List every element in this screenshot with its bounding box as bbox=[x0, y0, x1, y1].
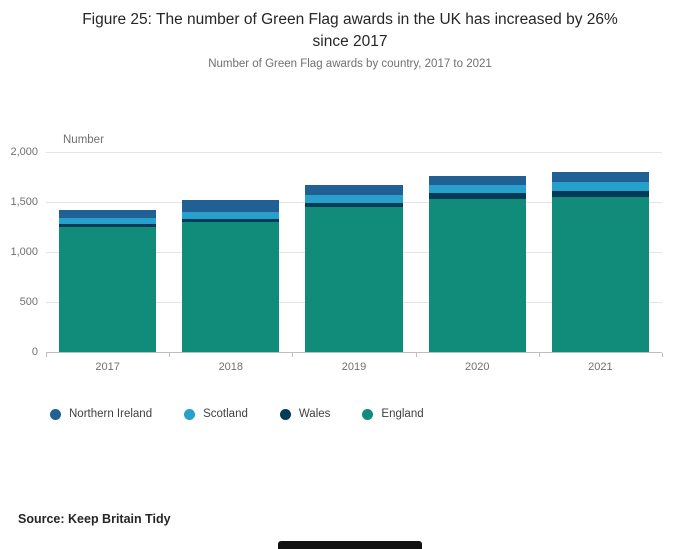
axis-tick bbox=[292, 353, 294, 357]
chart-title: Figure 25: The number of Green Flag awar… bbox=[82, 11, 618, 50]
home-indicator-bar bbox=[278, 541, 422, 549]
axis-tick bbox=[169, 353, 171, 357]
y-tick-label: 1,000 bbox=[10, 246, 38, 258]
bar-segment-england bbox=[182, 222, 280, 352]
legend-label: Northern Ireland bbox=[69, 408, 153, 420]
bar-segment-wales bbox=[305, 202, 403, 207]
axis-tick bbox=[662, 353, 663, 357]
bar-segment-wales bbox=[59, 224, 157, 227]
bar-segment-england bbox=[305, 207, 403, 352]
bar-2021 bbox=[539, 152, 662, 352]
x-tick-label: 2018 bbox=[218, 361, 244, 373]
y-tick-label: 2,000 bbox=[10, 146, 38, 158]
x-tick-label: 2019 bbox=[341, 361, 367, 373]
legend: Northern Ireland Scotland Wales England bbox=[50, 408, 424, 420]
legend-swatch bbox=[184, 408, 196, 420]
x-tick-label: 2020 bbox=[464, 361, 490, 373]
y-axis-tick-labels: 2,000 1,500 1,000 500 0 bbox=[0, 146, 38, 358]
bar-segment-wales bbox=[182, 218, 280, 222]
bar-segment-england bbox=[59, 227, 157, 352]
x-tick-label: 2021 bbox=[588, 361, 613, 373]
legend-swatch bbox=[50, 408, 61, 420]
bar-segment-scotland bbox=[428, 185, 526, 193]
plot-area bbox=[46, 152, 662, 353]
bar-2019 bbox=[292, 152, 415, 352]
bar-segment-northern-ireland bbox=[59, 209, 157, 218]
legend-swatch bbox=[362, 408, 374, 420]
legend-item-northern-ireland: Northern Ireland bbox=[50, 408, 152, 420]
legend-label: Wales bbox=[298, 408, 331, 420]
source-note: Source: Keep Britain Tidy bbox=[18, 512, 171, 526]
bar-segment-scotland bbox=[305, 194, 403, 203]
x-tick-label: 2017 bbox=[95, 361, 120, 373]
axis-tick bbox=[46, 353, 47, 357]
bar-segment-scotland bbox=[551, 182, 650, 191]
legend-label: Scotland bbox=[203, 408, 248, 420]
y-axis-unit-label: Number bbox=[63, 134, 104, 146]
bar-segment-northern-ireland bbox=[305, 184, 403, 195]
bar-segment-wales bbox=[428, 193, 526, 199]
bar-segment-scotland bbox=[182, 211, 280, 219]
x-axis-ticks bbox=[46, 353, 663, 357]
legend-swatch bbox=[279, 408, 291, 420]
axis-tick bbox=[538, 353, 540, 357]
legend-item-england: England bbox=[362, 408, 424, 420]
y-tick-label: 500 bbox=[19, 296, 38, 308]
bar-segment-northern-ireland bbox=[551, 172, 650, 182]
bar-2017 bbox=[46, 152, 169, 352]
bar-segment-scotland bbox=[59, 218, 157, 224]
bar-segment-england bbox=[428, 198, 526, 352]
x-axis-labels: 2017 2018 2019 2020 2021 bbox=[46, 361, 662, 373]
bar-segment-england bbox=[551, 197, 650, 352]
bar-segment-northern-ireland bbox=[428, 175, 526, 185]
legend-label: England bbox=[381, 408, 424, 420]
gridline bbox=[46, 152, 662, 153]
chart-subtitle: Number of Green Flag awards by country, … bbox=[208, 58, 492, 70]
bar-segment-wales bbox=[551, 191, 650, 197]
y-tick-label: 0 bbox=[31, 346, 38, 358]
axis-tick bbox=[415, 353, 417, 357]
bar-2018 bbox=[169, 152, 292, 352]
bar-2020 bbox=[416, 152, 539, 352]
legend-item-wales: Wales bbox=[279, 408, 331, 420]
bar-segment-northern-ireland bbox=[182, 200, 280, 212]
legend-item-scotland: Scotland bbox=[184, 408, 248, 420]
bars bbox=[46, 152, 662, 352]
y-tick-label: 1,500 bbox=[10, 196, 38, 208]
